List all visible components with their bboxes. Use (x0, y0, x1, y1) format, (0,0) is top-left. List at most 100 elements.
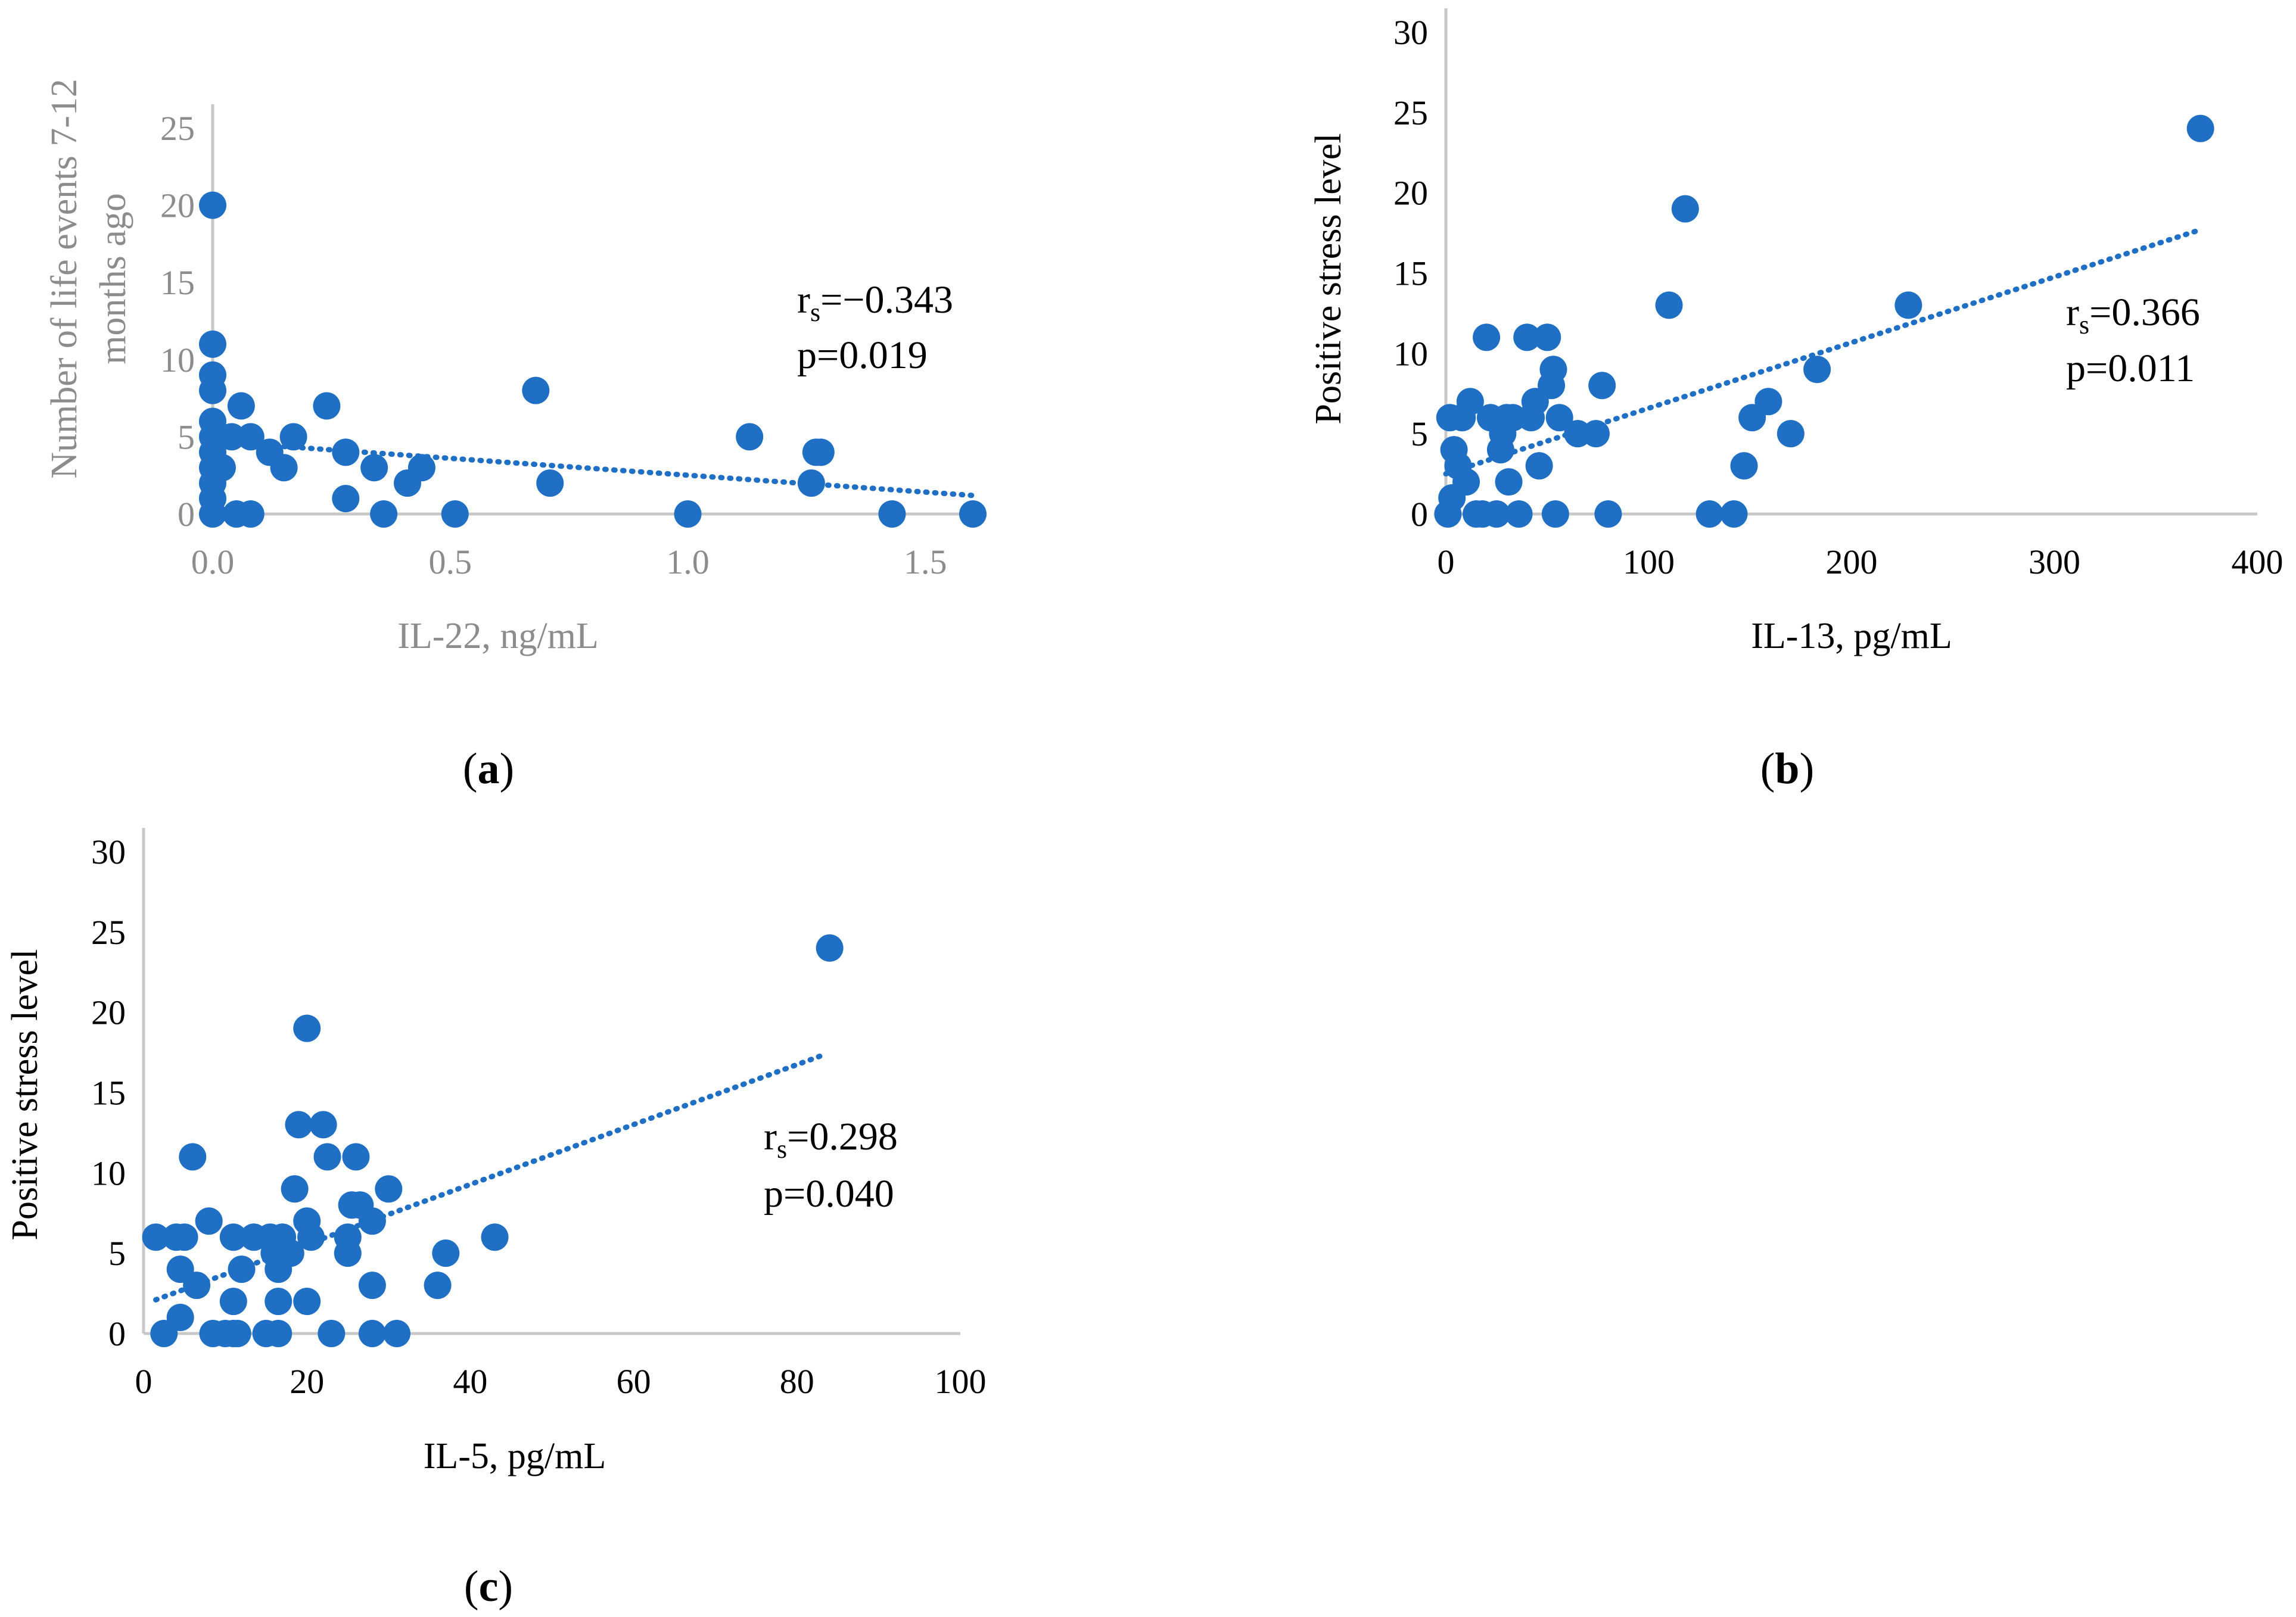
panel-a-x-axis-label: IL-22, ng/mL (397, 616, 599, 656)
panel-c-data-point (179, 1143, 207, 1171)
panel-b-data-point (1495, 468, 1523, 496)
panel-a-y-axis-label: Number of life events 7-12 months ago (44, 79, 133, 478)
panel-b-y-tick-label: 25 (1393, 94, 1428, 132)
panel-c-data-point (432, 1239, 460, 1267)
panel-c-chart: rs=0.298 p=0.040 Positive stress level I… (5, 828, 987, 1611)
panel-a-data-point (522, 376, 550, 404)
panel-b-stat-r: rs=0.366 (2066, 291, 2200, 339)
panel-b-data-point (1483, 500, 1511, 528)
panel-b-data-point (2186, 114, 2214, 142)
panel-c-data-point (223, 1320, 251, 1347)
panel-b-label: (b) (1760, 744, 1814, 793)
panel-a-data-point (332, 438, 360, 466)
panel-c-y-tick-label: 5 (108, 1234, 126, 1273)
panel-b-data-point (1655, 291, 1683, 319)
panel-c-data-point (166, 1304, 194, 1332)
panel-c-data-point (424, 1272, 452, 1300)
panel-a-data-point (536, 469, 564, 497)
panel-a-data-point (878, 500, 906, 528)
panel-c-data-point (293, 1014, 321, 1042)
panel-c-x-tick-label: 20 (290, 1362, 324, 1401)
panel-c-data-point (297, 1223, 325, 1251)
panel-c-y-tick-label: 10 (91, 1154, 126, 1192)
panel-c-data-point (276, 1239, 304, 1267)
panel-a-x-tick-label: 0.0 (191, 543, 235, 581)
panel-b-data-point (1695, 500, 1723, 528)
panel-b-x-tick-label: 200 (1826, 543, 1878, 581)
panel-b-y-tick-label: 10 (1393, 334, 1428, 373)
panel-a-label: (a) (463, 744, 514, 793)
panel-c-y-tick-label: 20 (91, 993, 126, 1032)
panel-c-data-point (285, 1111, 313, 1139)
panel-c-data-point (183, 1272, 211, 1300)
panel-b-data-point (1730, 452, 1758, 480)
panel-b-data-point (1513, 323, 1541, 351)
panel-c-data-point (195, 1207, 223, 1235)
panel-c-data-point (265, 1320, 293, 1347)
panel-a-data-point (199, 191, 226, 219)
panel-a-data-point (199, 500, 226, 528)
panel-a-y-tick-label: 10 (160, 341, 195, 379)
panel-c-data-point (358, 1320, 386, 1347)
panel-b-data-point (1473, 323, 1501, 351)
panel-a-y-tick-label: 0 (178, 495, 195, 534)
panel-b-data-point (1754, 388, 1782, 416)
panel-a-y-tick-label: 25 (160, 109, 195, 148)
panel-b-y-tick-label: 30 (1393, 13, 1428, 52)
panel-a-data-point (959, 500, 987, 528)
panel-b-data-point (1452, 468, 1480, 496)
panel-a-y-tick-label: 20 (160, 186, 195, 225)
panel-a-data-point (217, 423, 245, 451)
panel-b-y-tick-label: 15 (1393, 254, 1428, 293)
panel-c-data-point (281, 1175, 309, 1203)
panel-a-x-tick-label: 0.5 (429, 543, 472, 581)
panel-b-stat-p: p=0.011 (2066, 347, 2195, 390)
panel-b-data-point (1545, 404, 1573, 432)
panel-a-stat-r: rs=−0.343 (797, 278, 953, 327)
panel-c-data-point (816, 934, 844, 962)
panel-a-y-tick-label: 15 (160, 263, 195, 302)
panel-b-x-axis-label: IL-13, pg/mL (1751, 616, 1952, 656)
panel-b-data-point (1594, 500, 1622, 528)
panel-c-x-tick-label: 80 (780, 1362, 814, 1401)
panel-c-data-point (334, 1239, 362, 1267)
panel-c-data-point (342, 1143, 370, 1171)
panel-c-data-point (358, 1272, 386, 1300)
panel-a-data-point (360, 454, 388, 482)
panel-a-x-tick-label: 1.5 (904, 543, 947, 581)
panel-a-data-point (736, 423, 764, 451)
panel-b-data-point (1582, 420, 1610, 448)
panel-c-label: (c) (464, 1562, 513, 1611)
panel-b-y-tick-label: 20 (1393, 174, 1428, 213)
panel-a-data-point (208, 454, 236, 482)
panel-c-data-point (309, 1111, 337, 1139)
panel-a-data-point (407, 454, 435, 482)
panel-a-data-point (199, 330, 226, 358)
panel-c-data-point (170, 1223, 198, 1251)
panel-b-data-point (1533, 323, 1561, 351)
panel-c-y-tick-label: 15 (91, 1074, 126, 1113)
panel-a-chart: rs=−0.343 p=0.019 Number of life events … (44, 79, 987, 793)
panel-c-data-point (318, 1320, 346, 1347)
panel-a-data-point (227, 392, 255, 420)
panel-b-data-point (1894, 291, 1922, 319)
panel-b-y-axis-label: Positive stress level (1308, 133, 1349, 424)
panel-b-data-point (1671, 195, 1699, 223)
panel-c-data-point (313, 1143, 341, 1171)
panel-c-y-axis-label: Positive stress level (5, 949, 45, 1240)
panel-b-data-point (1777, 420, 1805, 448)
panel-b-data-point (1525, 452, 1553, 480)
panel-a-data-point (807, 438, 835, 466)
panel-a-data-point (332, 485, 360, 513)
panel-a-stat-p: p=0.019 (797, 334, 928, 377)
panel-c-x-tick-label: 40 (453, 1362, 487, 1401)
panel-c-data-point (265, 1288, 293, 1316)
panel-b-data-point (1588, 372, 1616, 400)
panel-a-data-point (237, 500, 265, 528)
panel-b-x-tick-label: 300 (2029, 543, 2080, 581)
panel-c-data-point (358, 1207, 386, 1235)
panel-a-data-point (797, 469, 825, 497)
panel-a-data-point (370, 500, 398, 528)
panel-c-x-tick-label: 0 (135, 1362, 153, 1401)
